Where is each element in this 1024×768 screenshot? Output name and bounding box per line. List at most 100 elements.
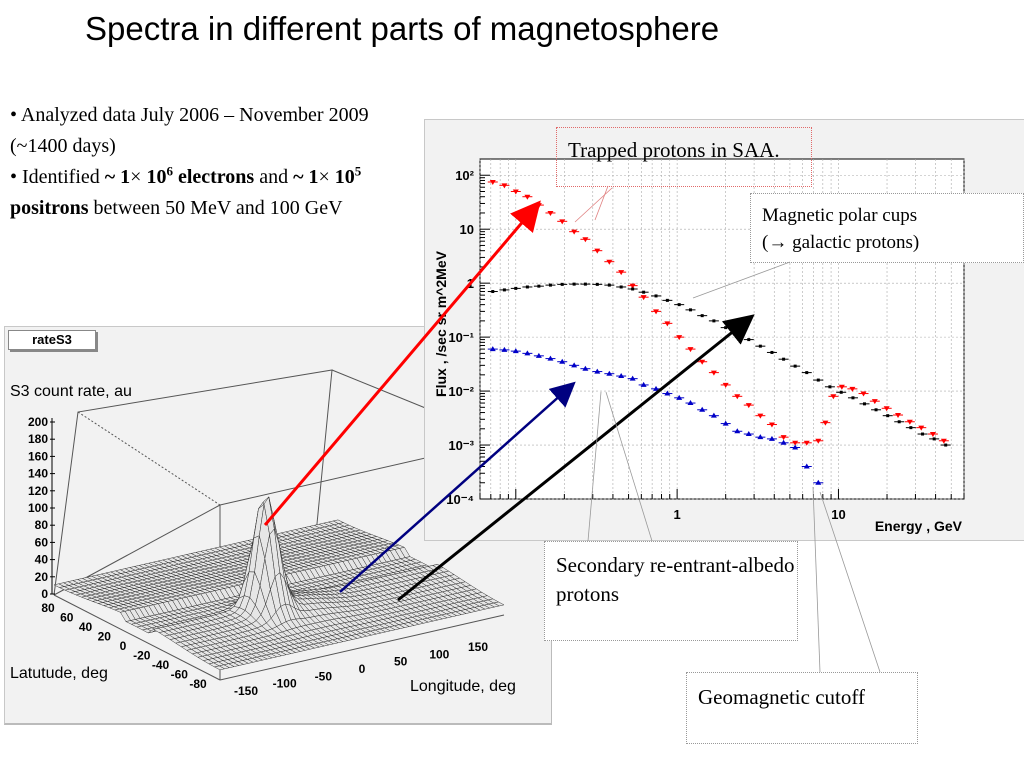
data-point <box>770 350 774 354</box>
x-tick-label: 50 <box>394 655 408 669</box>
positron-count-mantissa: ~ 1 <box>293 166 319 188</box>
data-point <box>860 391 867 397</box>
z-tick-label: 100 <box>28 501 48 515</box>
bullet-identified-lead: • Identified <box>10 166 105 188</box>
z-tick-label: 160 <box>28 449 48 463</box>
y-tick-label: 0 <box>120 639 127 653</box>
data-point <box>735 332 739 336</box>
bullet-text: • Analyzed data July 2006 – November 200… <box>10 100 405 224</box>
data-point <box>560 282 564 286</box>
data-point <box>595 282 599 286</box>
data-point <box>547 210 554 216</box>
data-point <box>607 283 611 287</box>
electron-count-exponent: 6 <box>166 163 173 179</box>
data-point <box>822 420 829 426</box>
callout-secondary-protons: Secondary re-entrant-albedo protons <box>544 541 798 641</box>
data-point <box>886 414 890 418</box>
data-point <box>571 229 578 235</box>
z-tick-label: 140 <box>28 467 48 481</box>
x-axis-label: Longitude, deg <box>410 678 516 695</box>
data-point <box>572 282 576 286</box>
data-point <box>548 283 552 287</box>
data-point <box>501 183 508 189</box>
data-point <box>871 399 878 405</box>
y-tick-label: 80 <box>41 601 55 615</box>
x-tick-label: 0 <box>359 662 366 676</box>
data-point <box>895 413 902 419</box>
data-point <box>757 434 764 440</box>
data-point <box>594 248 601 254</box>
data-point <box>839 390 843 394</box>
z-axis-label: S3 count rate, au <box>10 383 132 400</box>
rates-histogram-label: rateS3 <box>8 330 96 350</box>
positrons-word: positrons <box>10 197 89 219</box>
data-point <box>642 290 646 294</box>
electron-count-mantissa: ~ 1 <box>104 166 131 188</box>
z-tick-label: 180 <box>28 432 48 446</box>
z-tick-label: 200 <box>28 415 48 429</box>
data-point <box>629 283 636 289</box>
y-tick-label: -60 <box>171 668 189 682</box>
data-point <box>849 386 856 392</box>
times-sign: × <box>318 166 330 188</box>
data-point <box>712 319 716 323</box>
data-point <box>838 384 845 390</box>
electron-count-base: 10 <box>141 166 167 188</box>
data-point <box>816 378 820 382</box>
electrons-word: electrons <box>172 166 255 188</box>
y-tick-label: 10² <box>455 168 474 183</box>
data-point <box>524 194 531 200</box>
data-point <box>653 309 660 315</box>
y-tick-label: 10⁻¹ <box>448 330 474 345</box>
y-tick-label: 1 <box>467 276 474 291</box>
x-tick-label: 10 <box>831 507 845 522</box>
callout-polar-line2: (→ galactic protons) <box>762 232 920 253</box>
and-word: and <box>254 166 294 188</box>
data-point <box>874 408 878 412</box>
data-point <box>883 406 890 412</box>
data-point <box>944 443 948 447</box>
y-tick-label: -20 <box>133 649 151 663</box>
data-point <box>792 440 799 446</box>
data-point <box>830 394 837 400</box>
positron-count-exponent: 5 <box>354 163 362 179</box>
data-point <box>619 285 623 289</box>
y-tick-label: 10⁻⁴ <box>446 492 474 507</box>
data-point <box>828 385 832 389</box>
callout-polar-line1: Magnetic polar cups <box>762 205 918 226</box>
data-point <box>780 435 787 441</box>
data-point <box>688 308 692 312</box>
data-point <box>757 413 764 419</box>
data-point <box>897 420 901 424</box>
data-point <box>815 438 822 444</box>
bullet-analyzed-data: • Analyzed data July 2006 – November 200… <box>10 104 369 157</box>
data-point <box>502 288 506 292</box>
data-point <box>489 179 496 185</box>
z-tick-label: 80 <box>35 518 49 532</box>
data-point <box>851 396 855 400</box>
x-tick-label: 100 <box>429 647 449 661</box>
y-axis-title: Flux , /sec sr m^2MeV <box>433 250 449 397</box>
bullet-identified: • Identified ~ 1× 106 electrons and ~ 1×… <box>10 162 405 224</box>
data-point <box>815 479 822 485</box>
positron-count-base: 10 <box>329 166 355 188</box>
data-point <box>559 219 566 225</box>
data-point <box>747 338 751 342</box>
callout-polar-cups: Magnetic polar cups (→ galactic protons) <box>750 193 1024 263</box>
data-point <box>606 259 613 265</box>
data-point <box>805 371 809 375</box>
surface-cell <box>493 601 505 607</box>
x-axis-title: Energy , GeV <box>875 518 963 534</box>
data-point <box>929 432 936 438</box>
y-tick-label: -40 <box>152 658 170 672</box>
x-tick-label: -150 <box>234 684 258 698</box>
y-tick-label: 40 <box>79 620 93 634</box>
y-tick-label: 20 <box>98 630 112 644</box>
data-point <box>792 444 799 450</box>
data-point <box>491 290 495 294</box>
data-point <box>932 437 936 441</box>
data-point <box>918 425 925 431</box>
data-point <box>803 463 810 469</box>
x-tick-label: -100 <box>273 677 297 691</box>
z-tick-label: 120 <box>28 484 48 498</box>
